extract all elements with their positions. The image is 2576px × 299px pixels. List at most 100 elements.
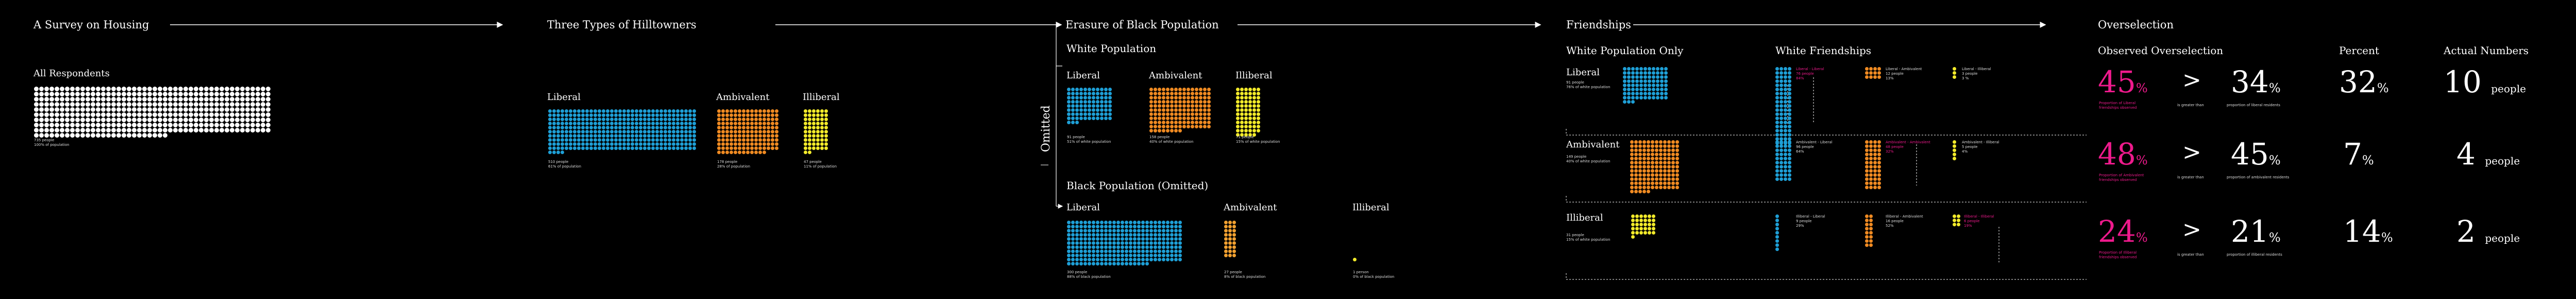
waffle-dot [1638,173,1642,177]
waffle-dot [1178,117,1182,120]
waffle-dot [199,102,204,107]
waffle-dot [1651,177,1654,181]
waffle-dot [1631,231,1635,235]
waffle-dot [1104,225,1108,228]
omitted-label: Omitted [1040,105,1053,152]
waffle-dot [101,97,106,102]
waffle-dot [1121,229,1124,232]
waffle-dot [1652,214,1655,218]
waffle-dot [1108,254,1112,257]
waffle-dot [659,146,663,150]
waffle-dot [1252,108,1256,112]
waffle-dot [684,142,688,146]
waffle-dot [664,134,667,138]
waffle-dot [1623,84,1626,87]
waffle-dot [1083,221,1087,224]
waffle-dot [1071,229,1075,232]
waffle-dot [1158,125,1161,128]
waffle-dot [1635,227,1639,230]
waffle-dot [1207,104,1211,108]
waffle-dot [1170,96,1174,99]
waffle-dot [1240,100,1244,104]
waffle-dot [1656,88,1659,91]
waffle-dot [132,92,137,96]
waffle-dot [142,107,147,112]
waffle-dot [730,134,733,138]
waffle-dot [651,142,655,146]
waffle-dot [111,123,116,127]
waffle-dot [147,92,152,96]
waffle-dot [1133,254,1137,257]
waffle-dot [1149,258,1153,261]
waffle-dot [602,113,605,117]
waffle-dot [194,97,198,102]
waffle-dot [816,134,820,138]
waffle-dot [1635,67,1639,71]
waffle-dot [245,97,250,102]
waffle-dot [1671,173,1675,177]
waffle-dot [1125,229,1128,232]
waffle-dot [635,122,638,125]
waffle-dot [594,118,597,121]
waffle-dot [1655,148,1658,152]
waffle-dot [1162,104,1165,108]
waffle-dot [256,112,260,117]
observed-overselection-title: Observed Overselection [2098,44,2224,57]
waffle-dot [635,113,638,117]
waffle-dot [65,97,70,102]
waffle-dot [1630,144,1634,148]
waffle-dot [1784,161,1787,164]
waffle-dot [261,118,265,122]
waffle-dot [659,142,663,146]
waffle-dot [261,128,265,132]
waffle-dot [70,107,75,112]
waffle-dot [1129,258,1132,261]
waffle-dot [106,107,111,112]
waffle-dot [1166,241,1170,245]
waffle-dot [1638,148,1642,152]
waffle-dot [1248,104,1252,108]
waffle-dot [1635,84,1639,87]
waffle-dot [569,134,572,138]
gt-liberal-note: is greater than [2177,103,2204,107]
waffle-dot [194,92,198,96]
waffle-dot [1865,173,1869,177]
waffle-dot [1630,153,1634,156]
waffle-dot [132,128,137,132]
waffle-dot [1145,241,1149,245]
waffle-dot [1182,112,1186,116]
waffle-dot [577,126,581,129]
waffle-dot [127,118,131,122]
types-ambivalent-caption2: 28% of population [717,164,751,169]
waffle-dot [1671,186,1675,189]
waffle-dot [1869,181,1873,185]
waffle-dot [1775,214,1779,218]
waffle-dot [75,107,80,112]
waffle-dot [91,97,95,102]
waffle-dot [1780,173,1783,177]
waffle-dot [168,107,173,112]
waffle-dot [1154,121,1157,124]
waffle-dot [1675,144,1679,148]
waffle-dot [1236,100,1240,104]
waffle-dot [1623,75,1626,79]
waffle-dot [194,112,198,117]
waffle-dot [1780,79,1783,83]
waffle-dot [1100,258,1104,261]
waffle-dot [631,126,634,129]
waffle-dot [1174,237,1178,241]
waffle-dot [556,151,560,154]
waffle-dot [1154,237,1157,241]
waffle-dot [122,128,126,132]
exp-liberal-note: proportion of liberal residents [2227,103,2280,107]
waffle-dot [762,134,766,138]
waffle-dot [631,118,634,121]
waffle-dot [651,146,655,150]
friend-amb-ill-count: 5 people [1962,145,1978,149]
waffle-dot [585,130,589,134]
waffle-dot [812,118,816,121]
waffle-dot [152,112,157,117]
waffle-dot [55,123,59,127]
waffle-dot [680,113,684,117]
waffle-dot [86,97,90,102]
